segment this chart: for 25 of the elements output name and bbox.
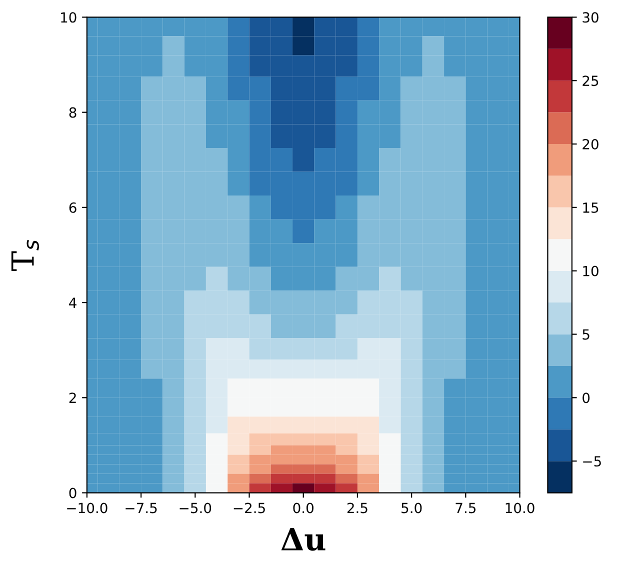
x-tick-label: 2.5 [347, 502, 368, 514]
x-tick-label: 7.5 [456, 502, 476, 514]
x-tick-label: 10.0 [506, 502, 534, 514]
y-tick-label: 8 [69, 107, 76, 118]
x-tick-label: −2.5 [234, 502, 265, 514]
color-bar-label: 5 [582, 329, 590, 340]
x-tick-label: −5.0 [180, 502, 212, 514]
x-tick-label: −7.5 [126, 502, 157, 514]
color-bar-label: −5 [583, 456, 601, 467]
color-bar-label: 20 [582, 138, 598, 150]
y-axis-title: T$_{s}$ [11, 240, 40, 272]
x-tick-label: 5.0 [402, 502, 422, 514]
color-bar-label: 30 [582, 12, 598, 23]
x-tick-label: 0.0 [293, 502, 314, 514]
color-bar-label: 0 [582, 392, 590, 404]
color-bar-label: 10 [583, 266, 598, 276]
y-tick-label: 10 [61, 12, 76, 23]
x-axis-title: Δu [281, 528, 326, 551]
x-tick-label: −10.0 [67, 502, 108, 514]
y-tick-label: 4 [69, 298, 76, 308]
color-bar-label: 25 [582, 76, 598, 86]
y-tick-label: 6 [69, 202, 76, 213]
color-bar-label: 15 [583, 202, 598, 213]
y-tick-label: 0 [69, 488, 76, 498]
y-tick-label: 2 [69, 392, 76, 403]
